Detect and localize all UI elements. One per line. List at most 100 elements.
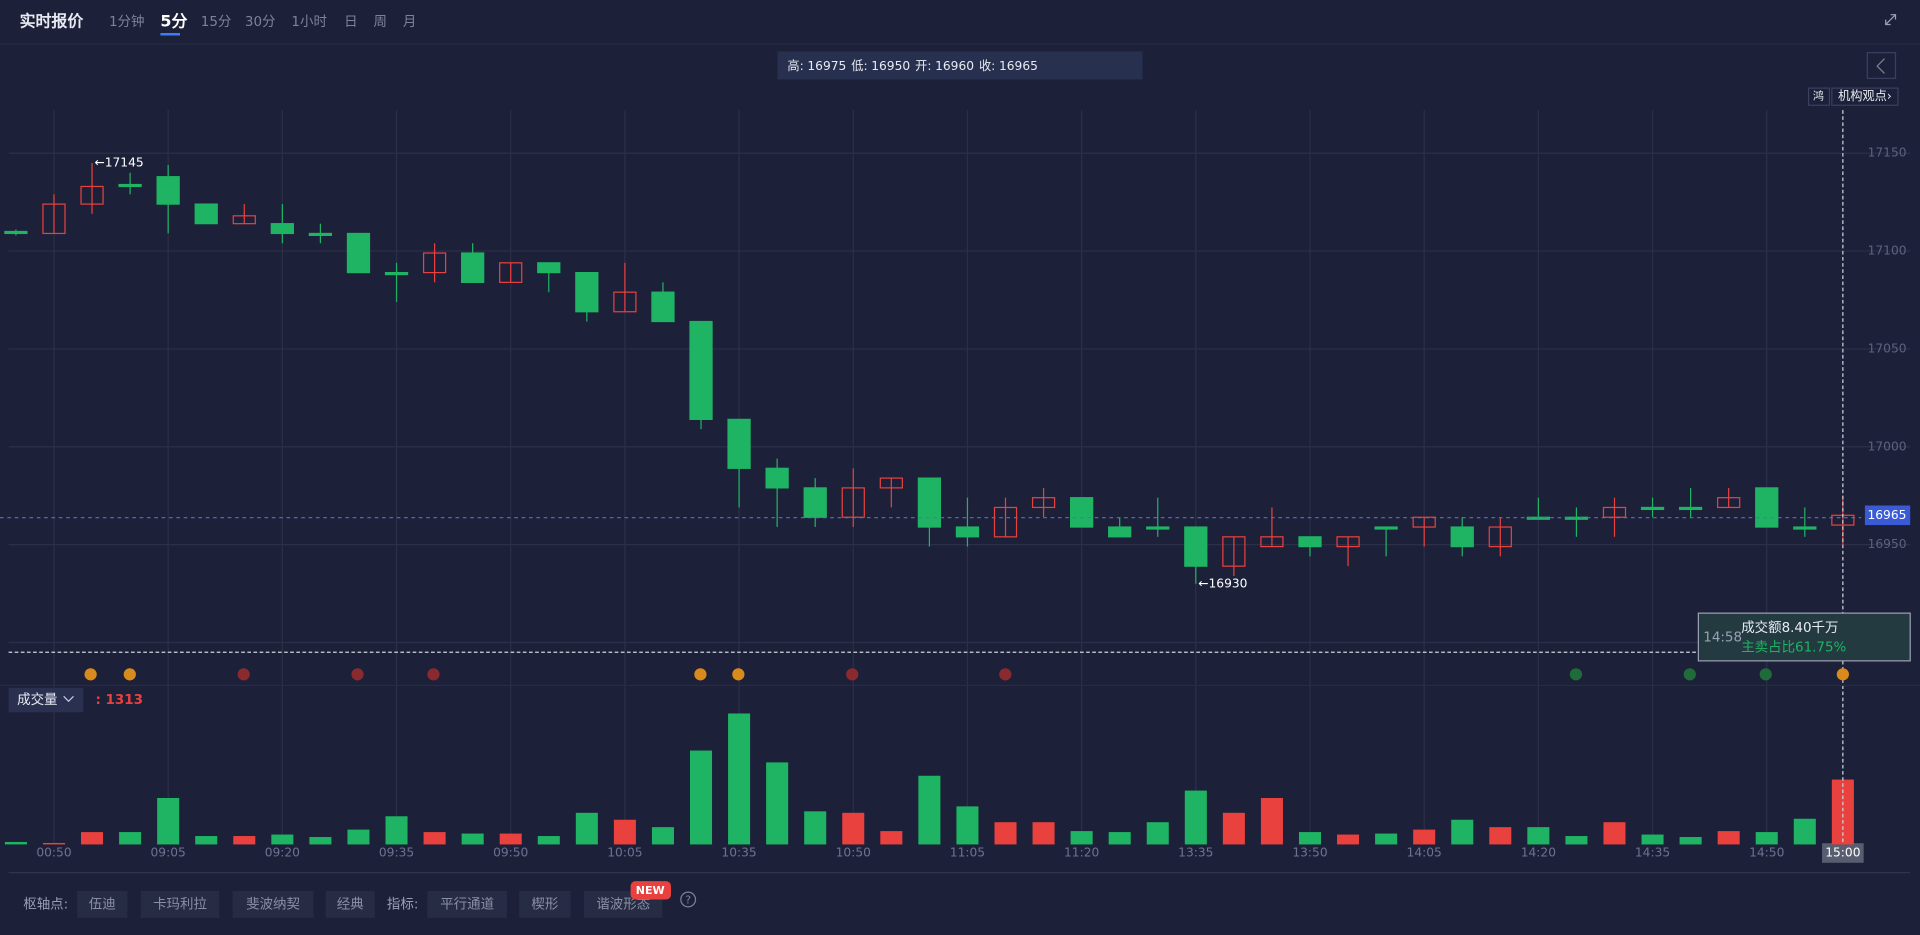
info-label: 收: (979, 59, 995, 73)
volume-bar (499, 833, 522, 845)
event-icon[interactable] (1569, 668, 1583, 681)
volume-bar (1260, 797, 1283, 845)
candle-body (993, 506, 1018, 538)
candle-body (1298, 536, 1322, 548)
volume-bar (271, 834, 294, 845)
volume-bar (1451, 819, 1474, 845)
tooltip-amount: 成交额8.40千万 (1741, 619, 1838, 636)
candle-body (765, 467, 789, 489)
x-tick-label: 00:50 (36, 846, 71, 860)
volume-bar (423, 832, 446, 845)
collapse-icon[interactable] (1885, 14, 1897, 26)
candle-body (346, 232, 371, 274)
volume-bar (575, 812, 598, 845)
event-icon[interactable] (999, 668, 1012, 681)
opinion-link[interactable]: 机构观点› (1838, 88, 1892, 103)
volume-bar (461, 833, 484, 845)
timeframe-tab[interactable]: 日 (344, 15, 357, 30)
volume-bar (347, 829, 370, 845)
candle-body (1450, 526, 1474, 548)
pivot-button[interactable] (77, 890, 128, 918)
x-tick-label: 10:50 (836, 846, 871, 860)
info-label: 高: (787, 58, 803, 73)
help-circle[interactable] (680, 891, 697, 908)
event-icon[interactable] (694, 668, 707, 681)
pivot-button[interactable] (140, 890, 220, 918)
pivot-text[interactable]: 经典 (337, 896, 364, 912)
info-value: 16950 (871, 59, 910, 73)
event-icon[interactable] (84, 668, 97, 681)
event-icon[interactable] (732, 668, 745, 681)
event-icon[interactable] (351, 668, 364, 681)
candle-body (1488, 526, 1512, 548)
panel-toggle[interactable] (1866, 52, 1897, 79)
candle-body (270, 223, 294, 235)
volume-bar (1146, 822, 1169, 845)
candle-body (1793, 526, 1817, 530)
candle-body (4, 230, 28, 235)
candle-body (1222, 536, 1246, 567)
pivot-button[interactable] (232, 890, 314, 918)
volume-bar (1489, 827, 1512, 845)
timeframe-tab[interactable]: 15分 (201, 14, 232, 30)
candle-body (1184, 526, 1208, 567)
volume-bar (728, 713, 751, 845)
candle-body (1678, 506, 1703, 511)
volume-bar (1298, 832, 1322, 845)
timeframe-tab[interactable]: 周 (373, 15, 386, 30)
event-icon[interactable] (846, 668, 859, 681)
y-tick-label: 17050 (1868, 341, 1907, 355)
pivot-text[interactable]: 卡玛利拉 (153, 896, 207, 912)
candle-body (1717, 497, 1741, 509)
volume-bar (1793, 818, 1816, 845)
volume-bar (804, 811, 827, 845)
badge-box (1807, 87, 1830, 106)
timeframe-tab[interactable]: 1分钟 (109, 13, 144, 30)
event-icon[interactable] (1683, 668, 1696, 681)
timeframe-tab[interactable]: 1小时 (291, 14, 326, 30)
event-icon[interactable] (1759, 668, 1772, 681)
event-icon[interactable] (123, 668, 136, 681)
x-tick-label: 11:20 (1064, 846, 1099, 860)
candle-body (917, 477, 942, 528)
volume-bar (1527, 827, 1550, 845)
pivot-text[interactable]: 斐波纳契 (246, 896, 300, 912)
candle-body (42, 203, 66, 235)
volume-bar (1184, 790, 1207, 845)
volume-bar (4, 841, 27, 845)
event-icon[interactable] (1836, 668, 1849, 681)
volume-bar (385, 816, 408, 845)
link-box[interactable] (1831, 87, 1899, 106)
candle-body (1069, 497, 1094, 528)
info-value: 16965 (999, 59, 1038, 73)
help-icon[interactable]: ? (685, 894, 691, 907)
pivot-text[interactable]: 伍迪 (89, 896, 116, 912)
volume-bar (651, 827, 674, 845)
volume-bar (233, 836, 256, 845)
x-tick-label: 13:35 (1178, 846, 1213, 860)
indicator-button[interactable] (519, 890, 571, 918)
candle-body (613, 291, 637, 313)
candle-body (1602, 506, 1627, 518)
timeframe-tab[interactable]: 5分 (160, 12, 187, 31)
candle-body (80, 185, 104, 205)
candle-body (1260, 536, 1284, 548)
info-label: 低: (851, 59, 867, 73)
event-icon[interactable] (427, 668, 440, 681)
indicator-text[interactable]: 楔形 (531, 896, 558, 912)
volume-name[interactable]: 成交量 (17, 691, 57, 708)
y-tick-label: 17100 (1868, 244, 1907, 258)
volume-bar (1831, 779, 1854, 845)
timeframe-tab[interactable]: 30分 (245, 14, 276, 30)
event-icon[interactable] (237, 668, 250, 681)
volume-selector[interactable] (8, 687, 84, 713)
indicator-button[interactable] (427, 890, 507, 918)
volume-bar (537, 836, 560, 845)
pivot-button[interactable] (325, 890, 375, 918)
volume-bar (842, 812, 865, 845)
volume-bar (1222, 812, 1245, 845)
timeframe-tab[interactable]: 月 (403, 15, 416, 30)
indicator-text[interactable]: 谐波形态 (596, 896, 650, 912)
indicator-text[interactable]: 平行通道 (440, 896, 494, 912)
